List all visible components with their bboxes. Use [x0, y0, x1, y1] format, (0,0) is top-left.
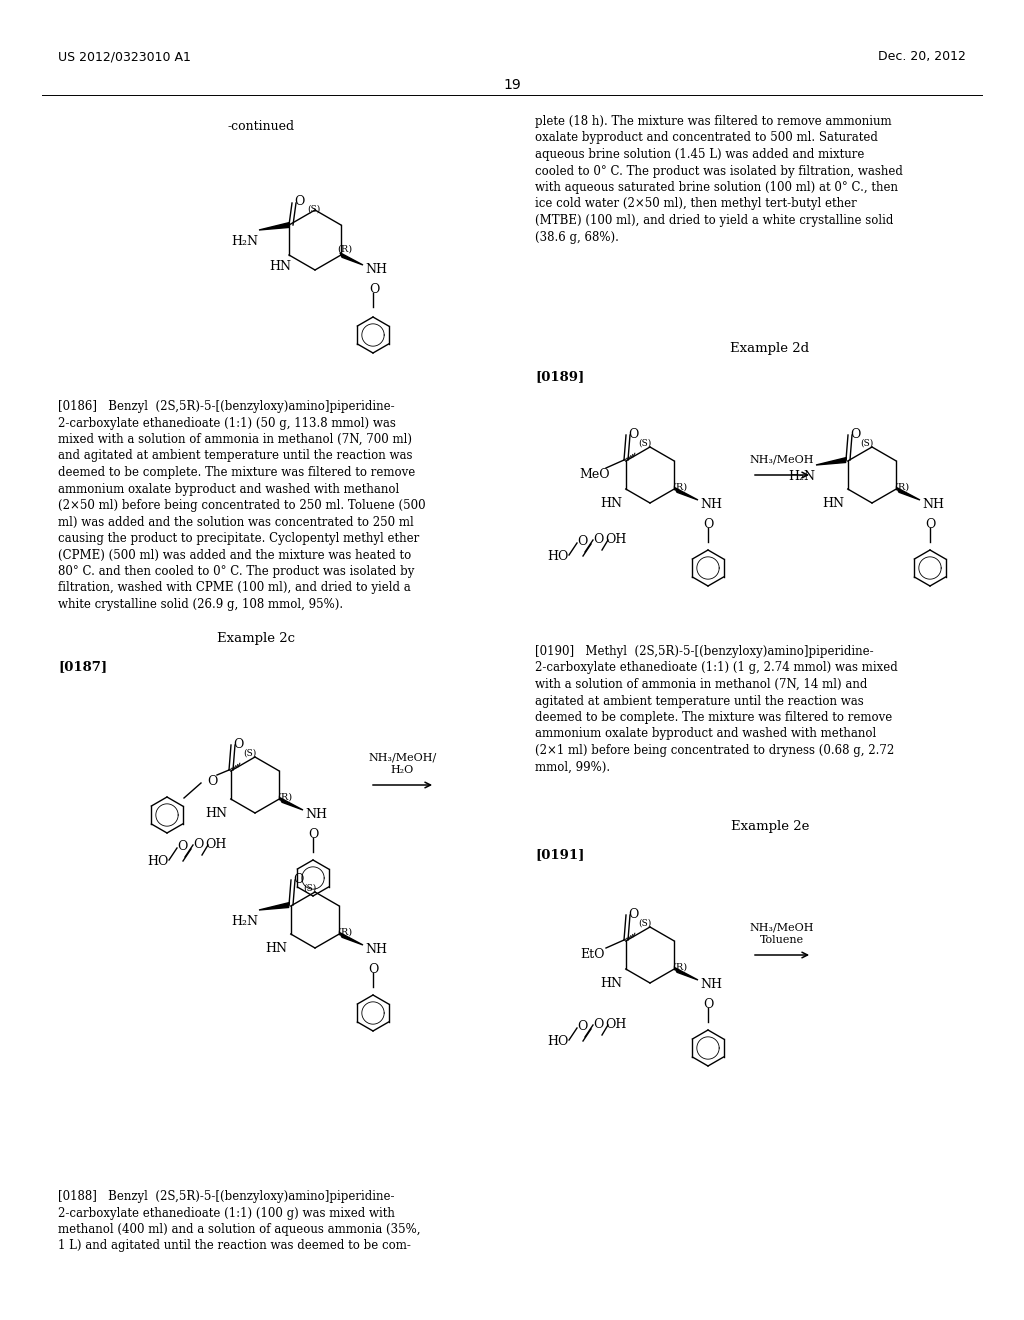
Text: NH₃/MeOH: NH₃/MeOH: [750, 455, 814, 465]
Text: MeO: MeO: [579, 469, 609, 480]
Text: NH: NH: [922, 498, 944, 511]
Text: NH: NH: [365, 942, 387, 956]
Polygon shape: [259, 903, 290, 909]
Polygon shape: [259, 223, 290, 230]
Text: (S): (S): [307, 205, 321, 214]
Text: NH: NH: [700, 498, 722, 511]
Text: O: O: [850, 428, 860, 441]
Text: 19: 19: [503, 78, 521, 92]
Polygon shape: [340, 933, 362, 945]
Text: Example 2e: Example 2e: [731, 820, 809, 833]
Text: (S): (S): [243, 748, 256, 758]
Text: O: O: [925, 517, 935, 531]
Text: O: O: [207, 775, 217, 788]
Text: NH: NH: [365, 263, 387, 276]
Polygon shape: [675, 968, 698, 979]
Text: HN: HN: [600, 977, 622, 990]
Text: Example 2d: Example 2d: [730, 342, 810, 355]
Text: O: O: [628, 428, 638, 441]
Text: -continued: -continued: [228, 120, 295, 133]
Text: EtO: EtO: [580, 948, 604, 961]
Text: Dec. 20, 2012: Dec. 20, 2012: [879, 50, 966, 63]
Polygon shape: [675, 487, 698, 500]
Text: Example 2c: Example 2c: [217, 632, 295, 645]
Text: NH: NH: [305, 808, 327, 821]
Text: HO: HO: [547, 1035, 568, 1048]
Text: NH: NH: [700, 978, 722, 991]
Text: HN: HN: [600, 498, 622, 510]
Text: O: O: [233, 738, 244, 751]
Text: [0187]: [0187]: [58, 660, 108, 673]
Text: OH: OH: [605, 533, 627, 546]
Text: (R): (R): [672, 964, 687, 972]
Polygon shape: [897, 487, 920, 500]
Text: (R): (R): [337, 928, 352, 937]
Text: HO: HO: [147, 855, 168, 869]
Text: O: O: [577, 1020, 588, 1034]
Text: (R): (R): [894, 483, 909, 492]
Polygon shape: [816, 458, 847, 465]
Text: (S): (S): [638, 919, 651, 928]
Text: [0191]: [0191]: [535, 847, 585, 861]
Text: (S): (S): [638, 440, 651, 447]
Text: NH₃/MeOH
Toluene: NH₃/MeOH Toluene: [750, 923, 814, 945]
Text: US 2012/0323010 A1: US 2012/0323010 A1: [58, 50, 190, 63]
Text: [0189]: [0189]: [535, 370, 585, 383]
Text: HN: HN: [205, 807, 227, 820]
Text: plete (18 h). The mixture was filtered to remove ammonium
oxalate byproduct and : plete (18 h). The mixture was filtered t…: [535, 115, 903, 243]
Text: H₂N: H₂N: [231, 235, 258, 248]
Text: (S): (S): [303, 884, 316, 894]
Text: O: O: [703, 517, 714, 531]
Text: (S): (S): [860, 440, 873, 447]
Text: O: O: [368, 964, 379, 975]
Text: [0188]   Benzyl  (2S,5R)-5-[(benzyloxy)amino]piperidine-
2-carboxylate ethanedio: [0188] Benzyl (2S,5R)-5-[(benzyloxy)amin…: [58, 1191, 421, 1253]
Text: HN: HN: [822, 498, 844, 510]
Text: O: O: [177, 840, 187, 853]
Text: (R): (R): [337, 246, 352, 253]
Text: O: O: [577, 535, 588, 548]
Text: NH₃/MeOH/
H₂O: NH₃/MeOH/ H₂O: [369, 752, 436, 775]
Text: (R): (R): [672, 483, 687, 492]
Text: HN: HN: [269, 260, 291, 273]
Polygon shape: [280, 797, 303, 810]
Text: (R): (R): [278, 793, 292, 803]
Text: OH: OH: [205, 838, 226, 851]
Text: O: O: [628, 908, 638, 921]
Text: O: O: [369, 282, 379, 296]
Text: O: O: [294, 195, 304, 209]
Text: O: O: [593, 533, 603, 546]
Text: O: O: [308, 828, 318, 841]
Text: H₂N: H₂N: [231, 915, 258, 928]
Text: O: O: [703, 998, 714, 1011]
Text: O: O: [193, 838, 204, 851]
Text: [0190]   Methyl  (2S,5R)-5-[(benzyloxy)amino]piperidine-
2-carboxylate ethanedio: [0190] Methyl (2S,5R)-5-[(benzyloxy)amin…: [535, 645, 898, 774]
Text: [0186]   Benzyl  (2S,5R)-5-[(benzyloxy)amino]piperidine-
2-carboxylate ethanedio: [0186] Benzyl (2S,5R)-5-[(benzyloxy)amin…: [58, 400, 426, 611]
Text: OH: OH: [605, 1018, 627, 1031]
Polygon shape: [340, 252, 362, 265]
Text: H₂N: H₂N: [788, 470, 815, 483]
Text: HO: HO: [547, 550, 568, 564]
Text: HN: HN: [265, 942, 287, 954]
Text: O: O: [593, 1018, 603, 1031]
Text: O: O: [293, 873, 303, 886]
